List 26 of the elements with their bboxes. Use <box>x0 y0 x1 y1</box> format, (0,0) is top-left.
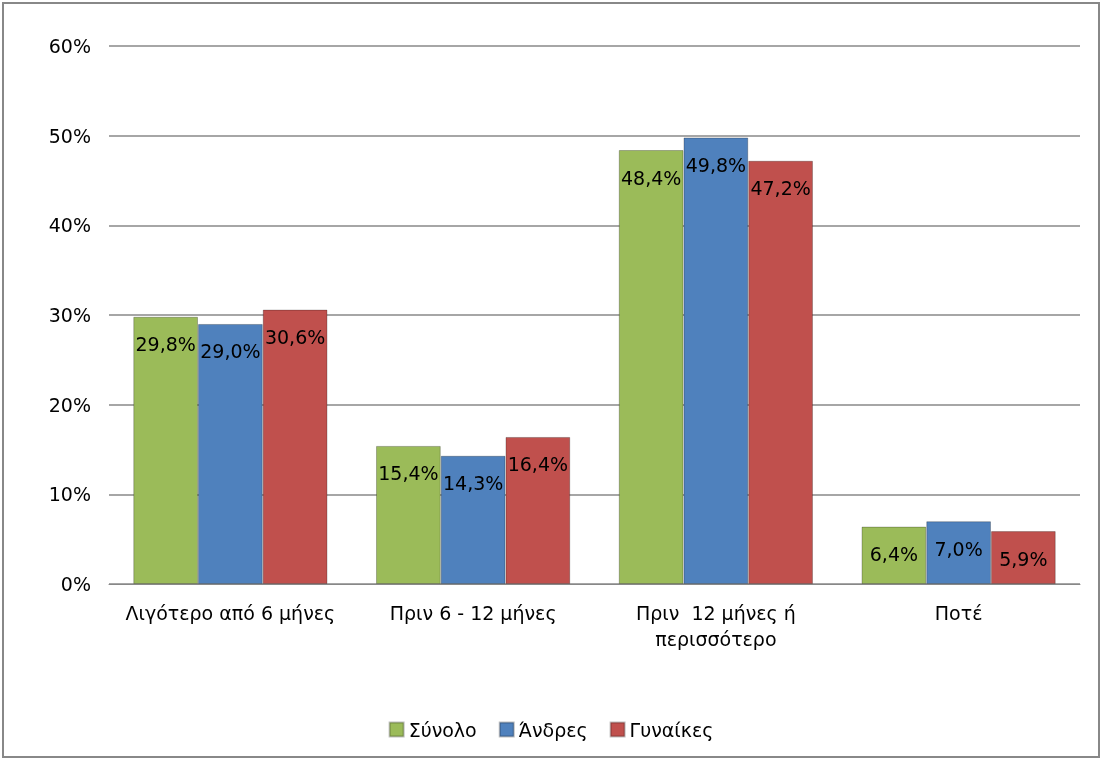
data-label: 5,9% <box>999 547 1048 570</box>
x-tick-label: Πριν 12 μήνες ή περισσότερο <box>635 602 796 650</box>
y-tick-label: 0% <box>60 573 91 595</box>
data-label: 16,4% <box>507 453 569 476</box>
data-label: 14,3% <box>442 472 504 495</box>
legend-label: Σύνολο <box>408 718 477 741</box>
y-tick-label: 30% <box>48 304 91 326</box>
y-tick-label: 40% <box>48 214 91 237</box>
y-tick-label: 60% <box>48 35 91 57</box>
data-label: 29,0% <box>200 340 261 363</box>
legend-label: Γυναίκες <box>629 718 714 741</box>
data-label: 15,4% <box>378 462 439 485</box>
x-tick-label: Ποτέ <box>934 602 983 624</box>
x-tick-label: Πριν 6 - 12 μήνες <box>389 602 557 624</box>
legend-label: Άνδρες <box>518 718 588 741</box>
data-label: 30,6% <box>264 326 326 349</box>
data-label: 49,8% <box>685 153 747 176</box>
data-label: 29,8% <box>135 333 196 356</box>
data-label: 47,2% <box>750 177 811 200</box>
y-tick-label: 10% <box>48 483 91 506</box>
y-tick-label: 50% <box>48 124 91 147</box>
data-label: 7,0% <box>934 537 983 560</box>
y-tick-label: 20% <box>48 393 91 416</box>
data-label: 6,4% <box>869 543 919 566</box>
data-label: 48,4% <box>620 166 682 189</box>
x-tick-label: Λιγότερο από 6 μήνες <box>125 602 336 624</box>
